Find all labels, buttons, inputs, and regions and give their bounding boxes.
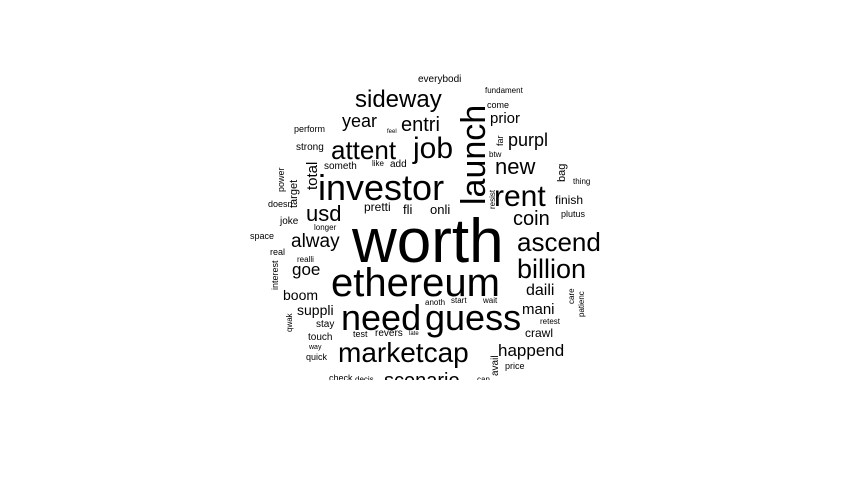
word: launch [455, 104, 493, 205]
word: real [270, 247, 286, 257]
word: onli [430, 202, 451, 217]
word: mani [522, 301, 555, 318]
word: strong [296, 142, 324, 153]
word: entri [401, 114, 440, 136]
word: longer [314, 223, 337, 232]
word: job [413, 132, 454, 165]
word: quick [306, 352, 328, 362]
word: late [409, 331, 419, 337]
word: bag [556, 163, 568, 182]
word: happend [498, 341, 565, 360]
word: billion [517, 254, 587, 284]
word: plutus [561, 209, 586, 219]
word: attent [331, 135, 397, 165]
word: usd [306, 201, 342, 226]
word: sideway [355, 86, 442, 113]
word: anoth [425, 298, 446, 307]
word: btw [489, 150, 502, 159]
word: revers [375, 328, 403, 339]
word: alway [291, 231, 340, 252]
word: worth [352, 207, 504, 276]
word: test [353, 329, 368, 339]
word: feel [387, 129, 397, 135]
word: qwak [285, 313, 294, 332]
word: someth [324, 161, 357, 172]
word: investor [318, 167, 445, 208]
word: patienc [577, 291, 586, 317]
word: joke [280, 216, 299, 227]
word: price [505, 361, 525, 371]
word: realli [297, 255, 314, 264]
word: care [567, 288, 576, 304]
word: crawl [525, 326, 554, 340]
word: stay [316, 319, 335, 330]
word: like [372, 159, 385, 168]
word: avail [490, 355, 501, 376]
word: total [304, 161, 321, 190]
word: fundament [485, 86, 523, 95]
word: add [390, 159, 407, 170]
cloud-bottom-edge [330, 380, 520, 400]
word: guess [425, 297, 522, 338]
word: resist [488, 189, 497, 209]
word: thing [573, 177, 591, 186]
word: everybodi [418, 74, 462, 85]
word: can [477, 376, 490, 384]
word: suppli [297, 302, 334, 318]
word: wait [483, 296, 498, 305]
word: power [276, 167, 286, 192]
word: interest [270, 260, 280, 290]
word: way [309, 344, 322, 351]
word: come [487, 100, 510, 110]
word: coin [513, 208, 550, 230]
word: purpl [508, 130, 549, 150]
word: decis [355, 376, 374, 384]
word: marketcap [338, 337, 469, 368]
word: finish [555, 193, 584, 207]
word: far [495, 135, 505, 146]
word: ascend [517, 227, 601, 257]
word: retest [540, 317, 561, 326]
word: prior [490, 110, 521, 127]
word: doesn [268, 199, 293, 209]
word: need [341, 297, 422, 338]
word: boom [283, 287, 319, 303]
word: fli [403, 202, 413, 217]
word: daili [526, 282, 555, 299]
word: year [342, 111, 378, 131]
word: new [495, 154, 536, 179]
word: pretti [364, 200, 391, 214]
word: ethereum [331, 261, 500, 305]
word: check [329, 373, 353, 383]
word: touch [308, 332, 333, 343]
word: perform [294, 124, 326, 134]
word: start [451, 296, 467, 305]
word: space [250, 231, 275, 241]
word: goe [292, 260, 321, 279]
word: rent [494, 180, 546, 213]
